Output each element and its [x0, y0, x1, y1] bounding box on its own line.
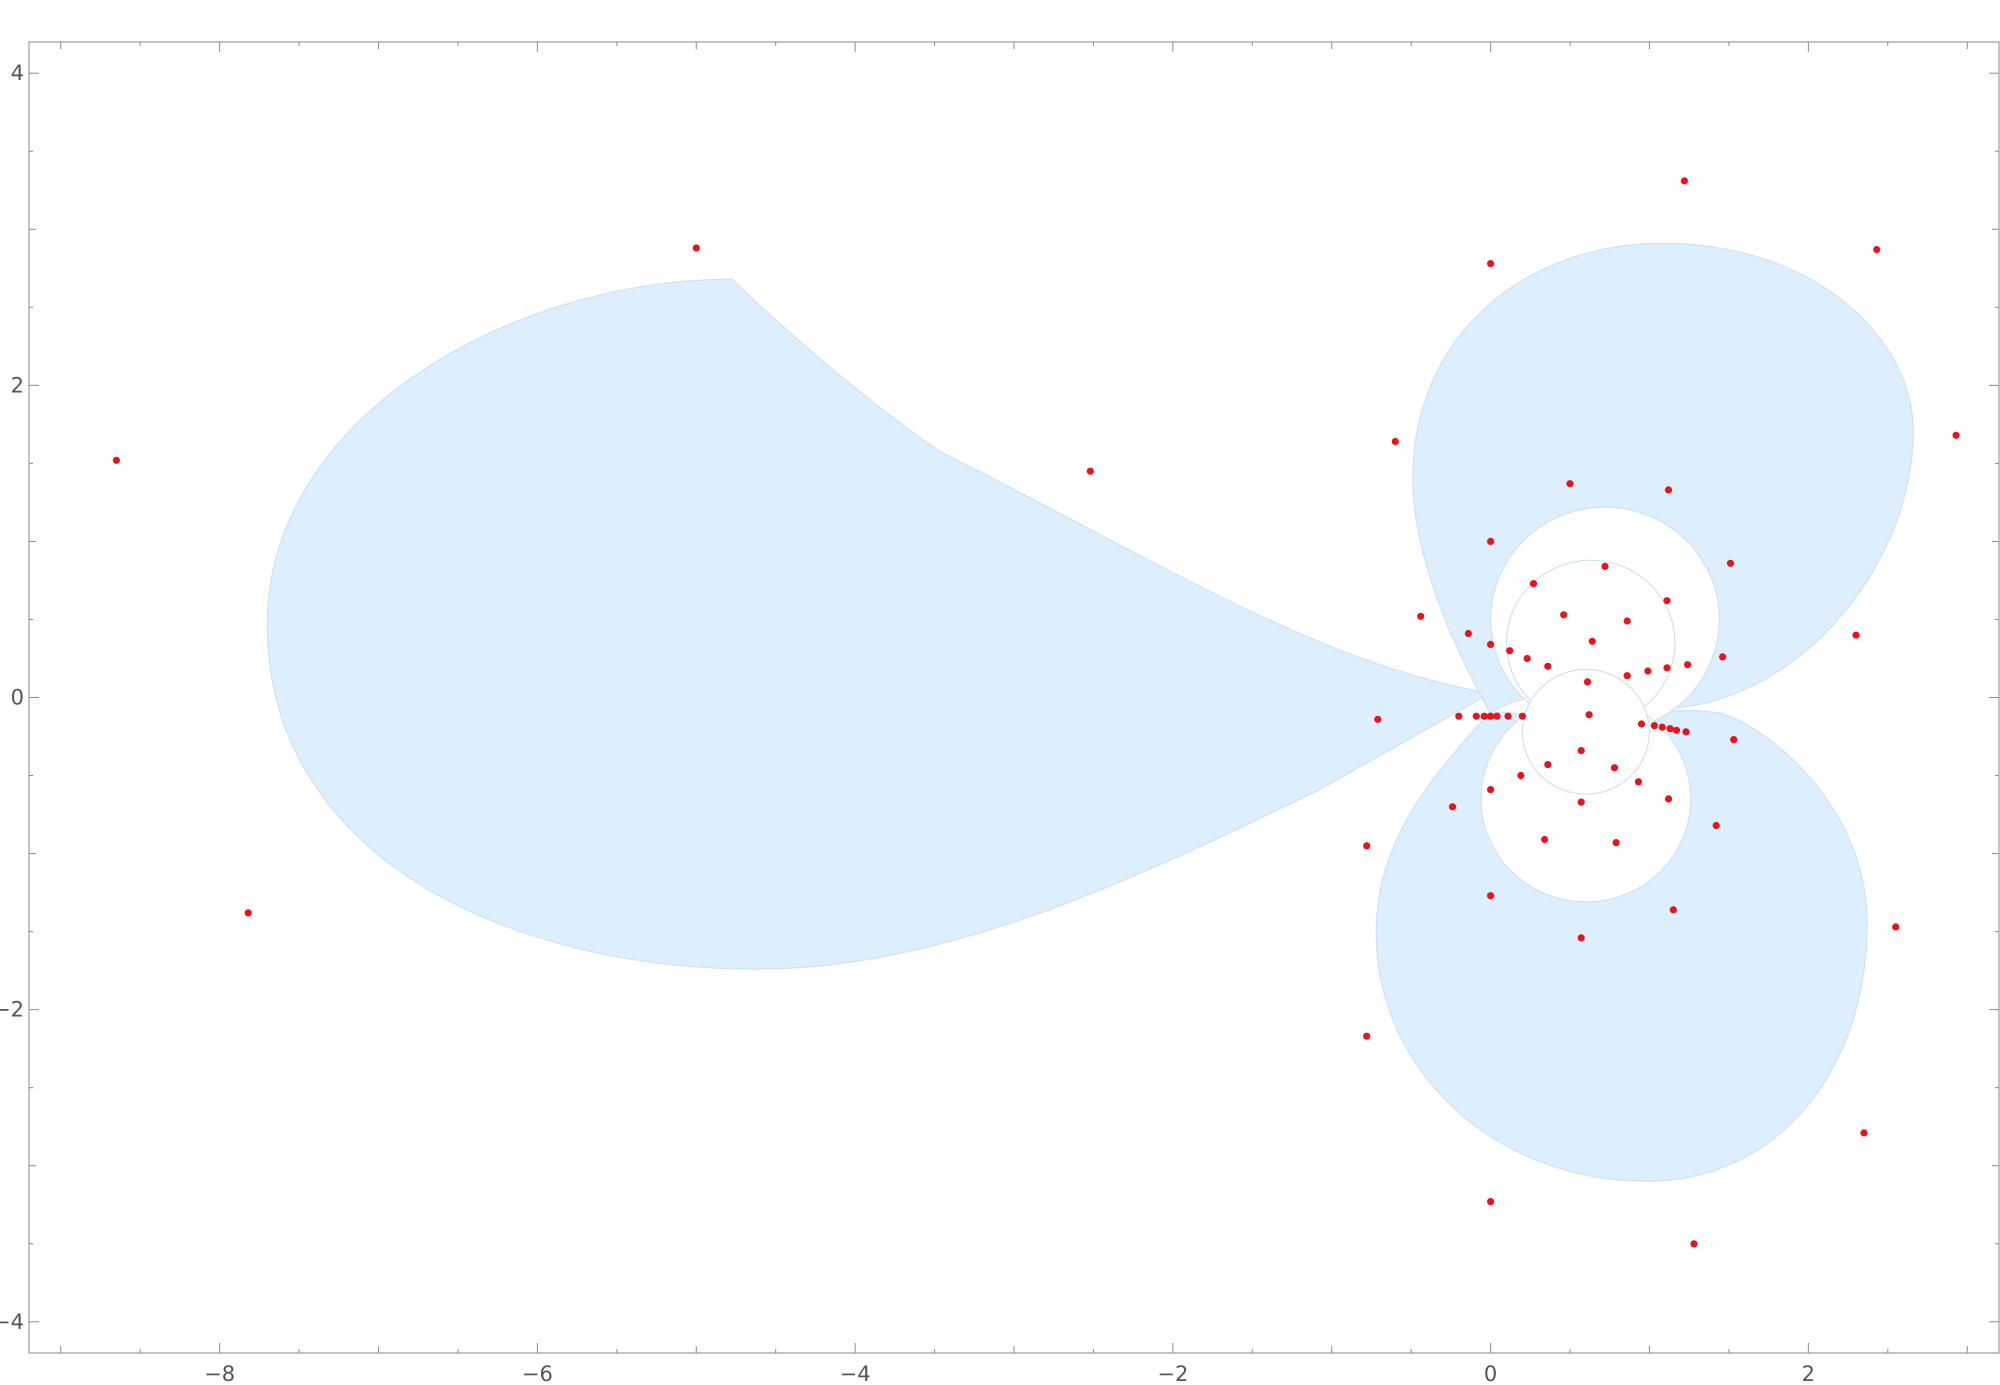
data-point [1601, 562, 1609, 571]
data-point [1612, 839, 1620, 847]
data-point [1682, 728, 1690, 736]
data-point [1374, 715, 1382, 723]
data-point [1658, 723, 1666, 731]
data-point [692, 244, 700, 252]
data-point [1363, 1032, 1371, 1040]
data-point [1852, 631, 1860, 639]
data-point [1860, 1129, 1868, 1137]
data-point [1583, 678, 1592, 686]
data-point [1610, 764, 1619, 772]
data-point [1448, 803, 1457, 811]
y-tick-label: −2 [0, 998, 24, 1022]
data-point [1541, 835, 1549, 844]
data-point [1650, 722, 1658, 730]
data-point [1487, 892, 1495, 900]
data-point [1455, 712, 1463, 720]
scatter-points [112, 177, 1960, 1248]
data-point [1523, 654, 1531, 663]
y-tick-label: 4 [11, 61, 24, 85]
data-point [1664, 795, 1673, 803]
data-point [1623, 617, 1631, 625]
data-point [1529, 580, 1538, 588]
data-point [1417, 612, 1425, 620]
x-tick-label: −6 [522, 1362, 553, 1385]
data-point [1577, 934, 1585, 942]
shaded-regions [266, 242, 1914, 1182]
y-tick-label: 2 [11, 373, 24, 397]
data-point [244, 909, 252, 917]
data-point [1493, 712, 1501, 720]
x-tick-label: −2 [1157, 1362, 1188, 1385]
data-point [1663, 597, 1671, 605]
data-point [1634, 778, 1642, 786]
data-point [1480, 712, 1488, 720]
data-point [112, 456, 120, 464]
data-point [1566, 480, 1574, 488]
data-point [1517, 771, 1525, 780]
x-tick-label: 0 [1484, 1362, 1497, 1385]
data-point [1518, 712, 1526, 720]
data-point [1487, 640, 1495, 649]
data-point [1577, 798, 1585, 806]
data-point [1487, 712, 1495, 720]
region-circle-4 [1521, 668, 1651, 795]
data-point [1672, 726, 1681, 734]
x-tick-label: 2 [1802, 1362, 1815, 1385]
data-point [1487, 537, 1495, 546]
data-point [1487, 1198, 1495, 1206]
data-point [1712, 821, 1720, 830]
data-point [1664, 486, 1673, 494]
data-point [1644, 667, 1652, 675]
data-point [1637, 720, 1646, 728]
axes: −8 −6 −4 −2 0 2 −4 −2 0 2 4 [0, 41, 2000, 1385]
data-point [1544, 662, 1552, 670]
data-point [1086, 467, 1094, 475]
data-point [1952, 431, 1960, 439]
data-point [1585, 711, 1593, 719]
data-point [1680, 177, 1688, 185]
data-point [1487, 260, 1495, 268]
data-point [1892, 923, 1900, 931]
y-tick-label: 0 [11, 686, 24, 710]
data-point [1577, 747, 1585, 755]
y-tick-label: −4 [0, 1310, 24, 1334]
x-tick-label: −8 [204, 1362, 235, 1385]
data-point [1588, 637, 1596, 645]
data-point [1560, 611, 1568, 619]
data-point [1666, 725, 1674, 733]
data-point [1464, 629, 1472, 638]
data-point [1663, 664, 1671, 672]
data-point [1684, 661, 1692, 669]
data-point [1472, 712, 1480, 720]
data-point [1487, 786, 1495, 794]
x-tick-label: −4 [840, 1362, 871, 1385]
data-point [1544, 761, 1552, 769]
data-point [1363, 842, 1371, 850]
data-point [1690, 1240, 1698, 1248]
data-point [1504, 712, 1512, 720]
data-point [1669, 906, 1677, 914]
data-point [1719, 653, 1727, 661]
data-point [1726, 559, 1735, 567]
data-point [1623, 672, 1631, 680]
data-point [1506, 647, 1514, 655]
data-point [1873, 246, 1881, 254]
data-point [1730, 736, 1738, 744]
region-left-lobe [266, 278, 1493, 970]
data-point [1391, 437, 1399, 446]
